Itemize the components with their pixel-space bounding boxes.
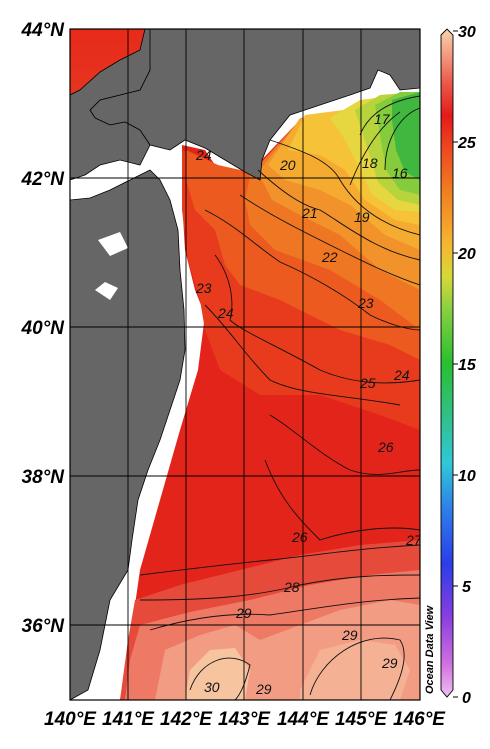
sst-zone-30b — [300, 640, 410, 700]
contour-label: 25 — [359, 375, 376, 391]
contour-label: 29 — [341, 627, 358, 643]
contour-label: 24 — [393, 367, 410, 383]
contour-label-group: 17 16 18 19 20 21 22 23 24 24 25 26 26 2… — [195, 111, 423, 697]
lon-label-146e: 146°E — [393, 709, 446, 730]
lat-label-44n: 44°N — [21, 20, 66, 41]
strait — [98, 232, 128, 256]
land-honshu — [70, 169, 186, 700]
colorbar: 30 25 20 15 10 5 0 — [440, 24, 477, 707]
lon-label-145e: 145°E — [335, 709, 388, 730]
land-oshima — [70, 29, 151, 181]
contour-label: 26 — [377, 439, 394, 455]
colorbar-tick-20: 20 — [457, 246, 476, 263]
lon-label-141e: 141°E — [102, 709, 155, 730]
colorbar-ramp — [440, 28, 454, 698]
contour-label: 20 — [279, 157, 296, 173]
lon-label-142e: 142°E — [160, 709, 213, 730]
contour-label: 29 — [381, 655, 398, 671]
contour-label: 18 — [362, 155, 378, 171]
lat-label-38n: 38°N — [22, 467, 66, 488]
sst-zone-north — [70, 29, 145, 95]
colorbar-tick-25: 25 — [457, 135, 477, 152]
lat-label-42n: 42°N — [21, 169, 66, 190]
lon-label-143e: 143°E — [218, 709, 271, 730]
contour-label: 26 — [291, 529, 308, 545]
sst-zone-30a — [185, 648, 250, 700]
lat-label-36n: 36°N — [22, 616, 66, 637]
contour-label: 17 — [374, 111, 391, 127]
graticule — [70, 29, 420, 700]
colorbar-tick-10: 10 — [458, 468, 476, 485]
sst-zone-16 — [392, 92, 420, 180]
colorbar-tick-0: 0 — [462, 690, 471, 707]
lat-label-40n: 40°N — [21, 318, 66, 339]
colorbar-ticks — [453, 30, 458, 698]
contour-label: 28 — [283, 579, 300, 595]
contour-label: 19 — [354, 209, 370, 225]
contour-label: 23 — [195, 280, 212, 296]
contour-label: 29 — [235, 605, 252, 621]
contour-label: 24 — [217, 305, 234, 321]
contour-label: 16 — [392, 165, 408, 181]
colorbar-tick-30: 30 — [458, 24, 476, 41]
colorbar-tick-15: 15 — [458, 357, 477, 374]
contour-label: 27 — [405, 532, 423, 548]
lon-label-140e: 140°E — [44, 709, 97, 730]
contour-lines — [139, 95, 420, 700]
contour-label: 21 — [301, 205, 318, 221]
contour-label: 29 — [255, 681, 272, 697]
contour-label: 24 — [195, 147, 212, 163]
contour-label: 30 — [204, 679, 220, 695]
ocean-data-view-credit: Ocean Data View — [424, 604, 436, 694]
contour-label: 23 — [357, 295, 374, 311]
contour-label: 22 — [321, 249, 338, 265]
lon-label-144e: 144°E — [277, 709, 330, 730]
plot-frame — [69, 28, 421, 701]
bay — [95, 282, 118, 300]
colorbar-tick-5: 5 — [462, 579, 472, 596]
